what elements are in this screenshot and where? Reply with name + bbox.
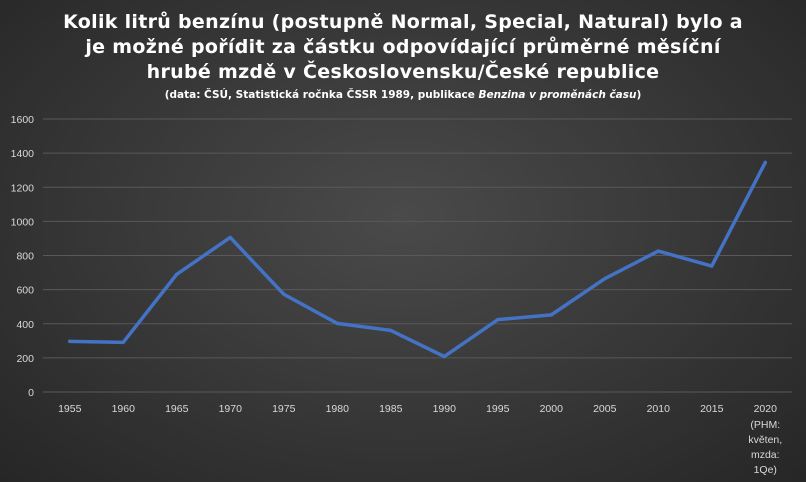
x-tick-label: 1985 [379, 403, 403, 415]
y-tick-label: 0 [28, 387, 34, 399]
series-line [68, 160, 767, 359]
x-tick-label: 1965 [165, 403, 189, 415]
data-point [335, 321, 339, 326]
x-axis-ticks: 1955 1960 1965 1970 1975 1980 1985 1990 1995 2000… [58, 403, 782, 476]
data-point [175, 272, 179, 276]
x-tick-label: 1955 [58, 403, 82, 415]
data-point [603, 277, 607, 281]
x-tick-label: 2015 [700, 403, 724, 415]
data-point [710, 264, 714, 268]
x-tick-label: 2020 [754, 403, 778, 415]
y-tick-label: 1200 [11, 182, 35, 194]
y-tick-label: 800 [16, 251, 34, 263]
data-point [549, 313, 553, 317]
x-tick-label: 1995 [486, 403, 510, 415]
x-tick-label: 2010 [647, 403, 671, 415]
x-tick-label: 1970 [219, 403, 243, 415]
chart-title: Kolik litrů benzínu (postupně Normal, Sp… [0, 10, 806, 85]
data-point [656, 249, 660, 253]
chart-title-line-1: Kolik litrů benzínu (postupně Normal, Sp… [63, 11, 743, 33]
x-tick-label: 1975 [272, 403, 296, 415]
data-point [121, 340, 125, 344]
data-point [442, 354, 446, 359]
data-point [763, 160, 767, 165]
y-axis-ticks: 0 200 400 600 800 1000 1200 1400 1600 [11, 114, 35, 399]
data-point [68, 339, 72, 343]
data-point [228, 235, 232, 240]
y-tick-label: 600 [16, 285, 34, 297]
chart-subtitle: (data: ČSÚ, Statistická ročnka ČSSR 1989… [0, 89, 806, 101]
y-tick-label: 1600 [11, 114, 35, 126]
chart-title-line-2: je možné pořídit za částku odpovídající … [85, 36, 721, 58]
gridlines [43, 118, 792, 393]
data-point [282, 292, 286, 296]
x-tick-label: 1990 [433, 403, 457, 415]
y-tick-label: 1000 [11, 216, 35, 228]
subtitle-suffix: ) [636, 89, 642, 101]
data-point [496, 318, 500, 322]
x-tick-label: 1960 [112, 403, 136, 415]
y-tick-label: 200 [16, 353, 34, 365]
y-tick-label: 1400 [11, 148, 35, 160]
x-tick-sublabel: (PHM: květen, mzda: 1Qe) [748, 419, 782, 476]
y-tick-label: 400 [16, 319, 34, 331]
x-tick-label: 2005 [593, 403, 617, 415]
x-tick-label: 1980 [326, 403, 350, 415]
chart-title-line-3: hrubé mzdě v Československu/České republ… [146, 61, 660, 83]
x-tick-label: 2000 [540, 403, 564, 415]
series-layer [68, 160, 767, 359]
data-point [389, 328, 393, 333]
subtitle-source-title: Benzina v proměnách času [478, 89, 637, 101]
subtitle-prefix: (data: ČSÚ, Statistická ročnka ČSSR 1989… [164, 89, 479, 101]
